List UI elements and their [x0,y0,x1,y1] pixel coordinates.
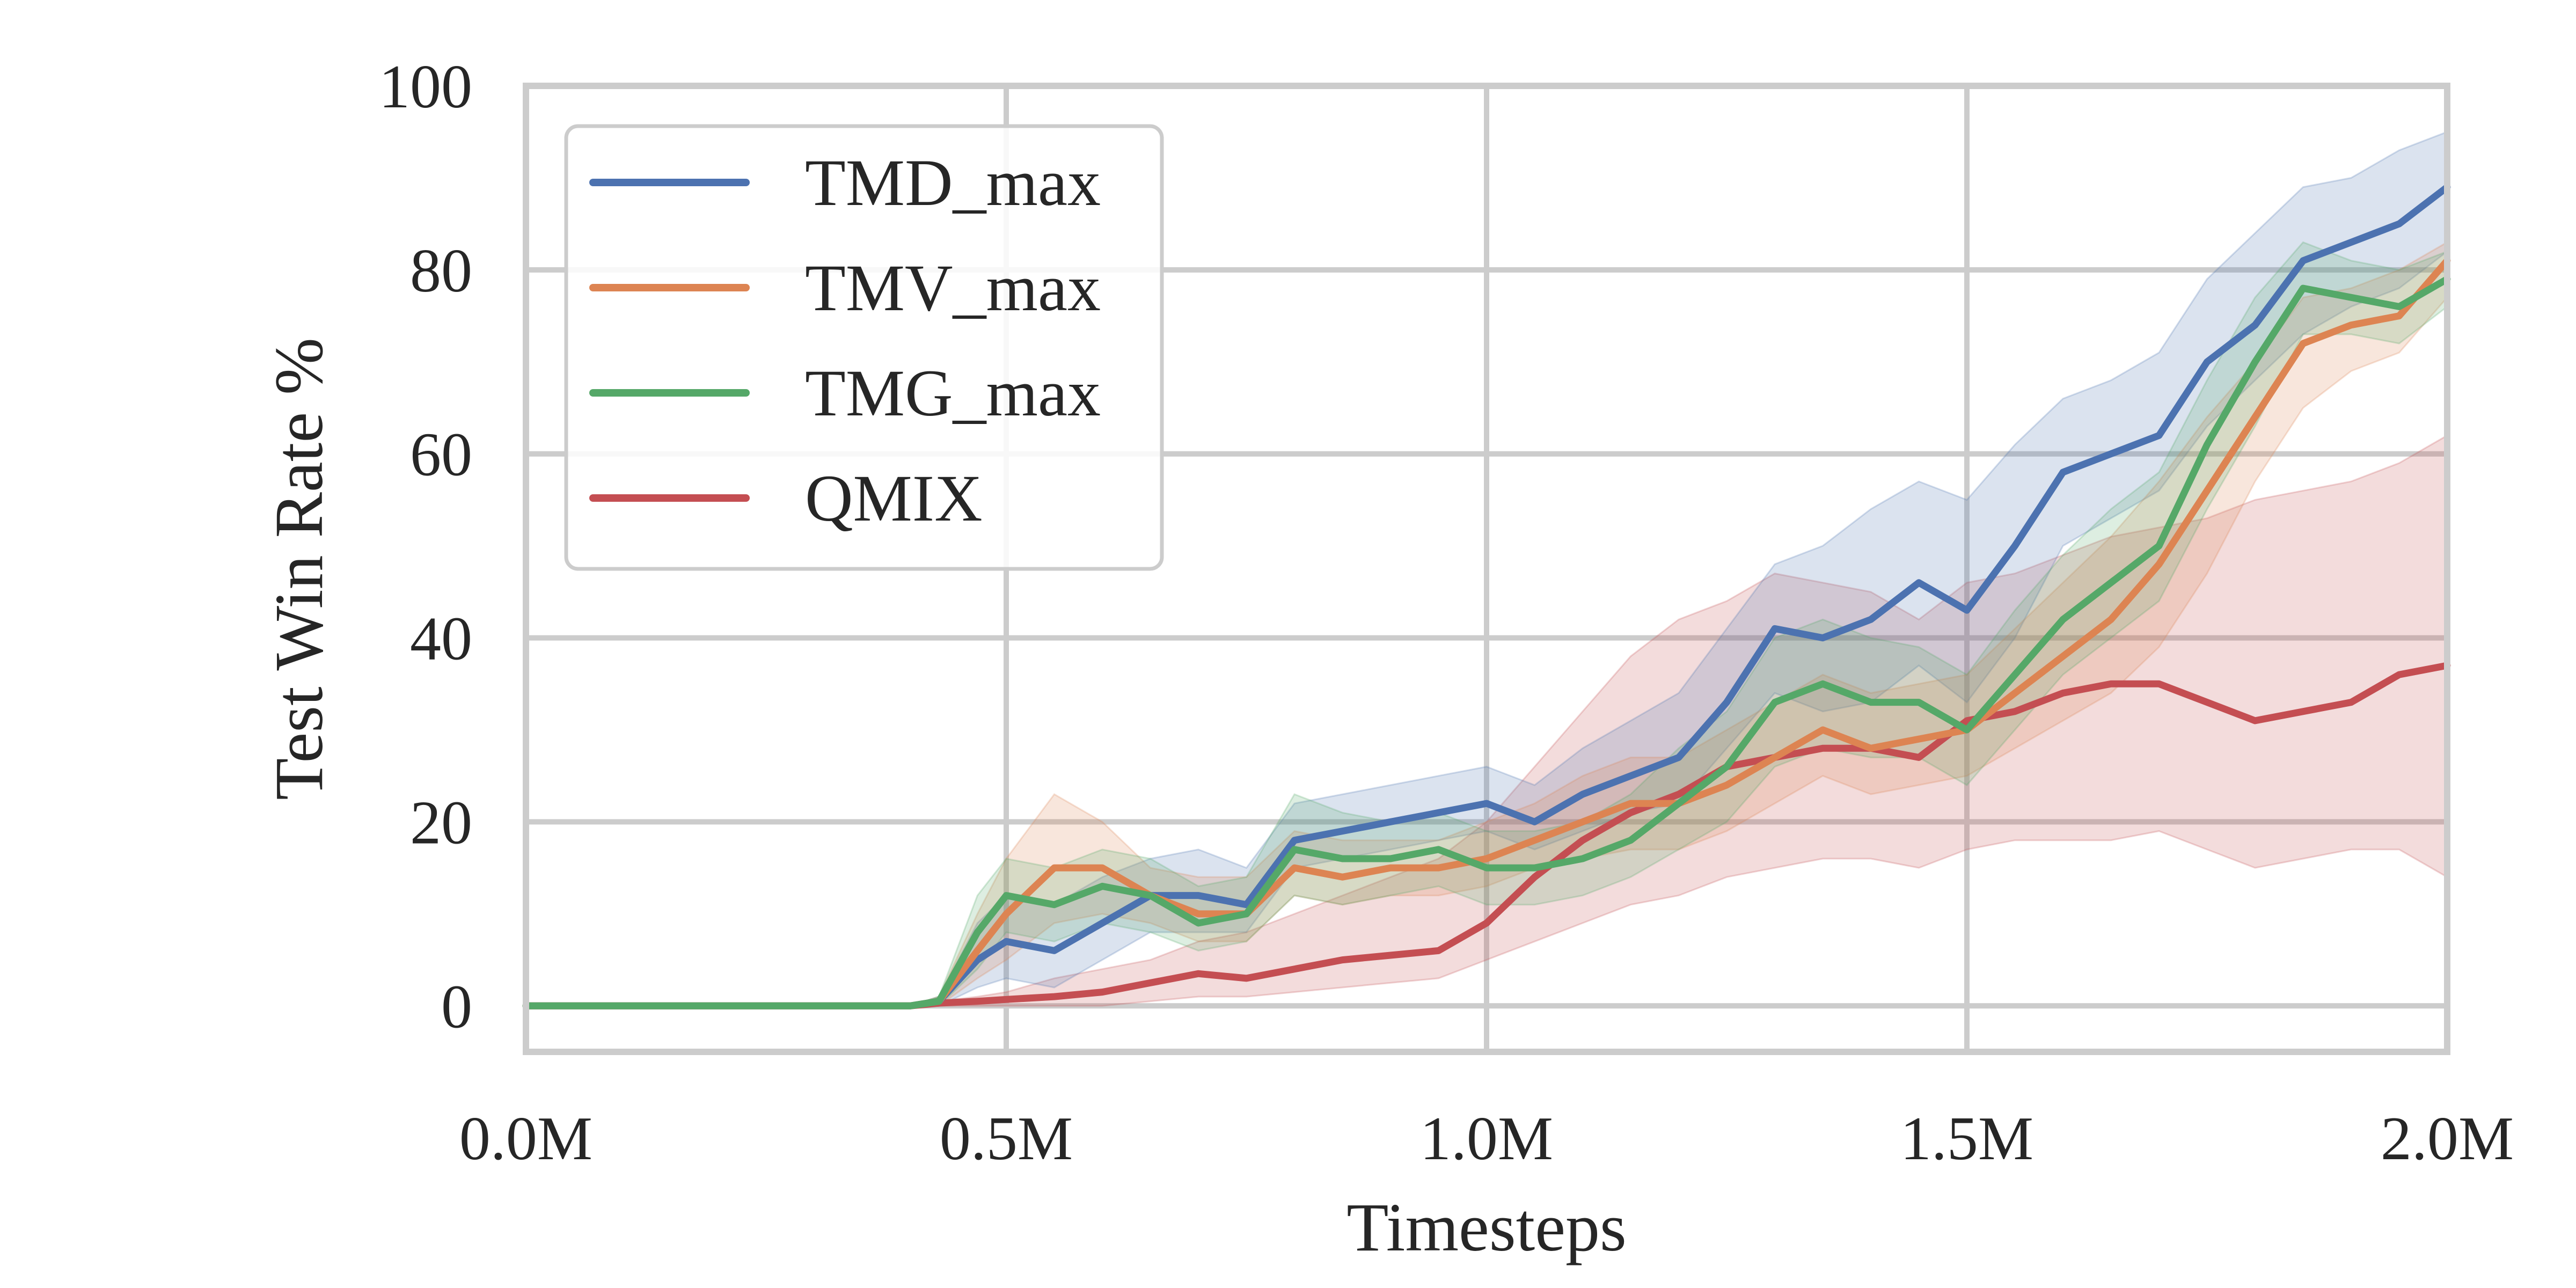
series-line-TMG_max [522,275,2451,1009]
series-line-QMIX [522,662,2451,1009]
legend-label-TMV_max: TMV_max [805,251,1101,325]
legend-label-TMD_max: TMD_max [805,146,1101,219]
x-tick-labels: 0.0M 0.5M 1.0M 1.5M 2.0M [459,1104,2514,1173]
x-tick-label: 1.5M [1900,1104,2033,1173]
legend: TMD_max TMV_max TMG_max QMIX [564,124,1164,571]
plot-frame [523,83,2450,1055]
series-lines [522,184,2451,1009]
y-tick-label: 0 [441,972,472,1041]
series-line-TMV_max [522,257,2451,1009]
y-tick-label: 100 [379,53,472,121]
y-tick-label: 80 [410,237,472,305]
x-tick-label: 1.0M [1420,1104,1553,1173]
x-tick-label: 2.0M [2381,1104,2514,1173]
legend-label-QMIX: QMIX [805,462,983,535]
y-tick-label: 20 [410,788,472,857]
legend-box [564,124,1164,571]
x-axis-label: Timesteps [1346,1189,1627,1265]
y-tick-label: 40 [410,605,472,674]
x-tick-label: 0.5M [940,1104,1073,1173]
series-line-TMD_max [522,184,2451,1009]
x-tick-label: 0.0M [459,1104,592,1173]
legend-label-TMG_max: TMG_max [805,356,1101,430]
y-tick-labels: 0 20 40 60 80 100 [379,53,472,1041]
y-axis-label: Test Win Rate % [261,338,337,800]
y-tick-label: 60 [410,421,472,489]
